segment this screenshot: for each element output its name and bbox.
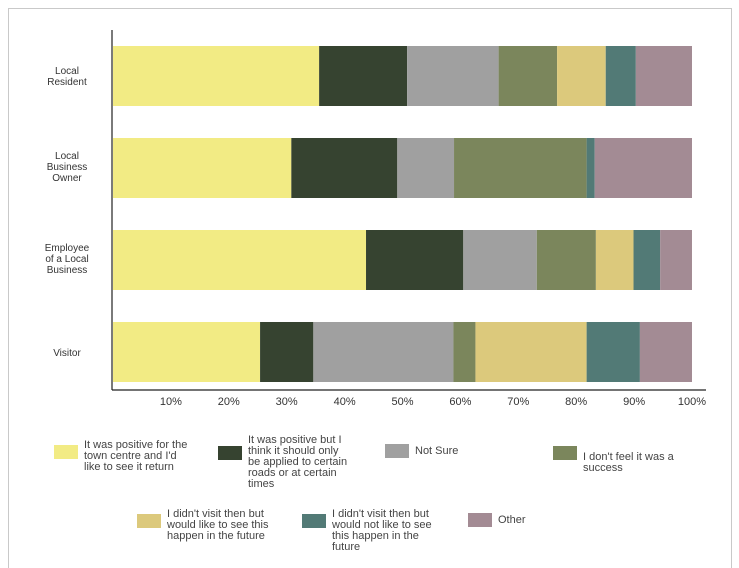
x-tick-label: 50% [391,396,414,408]
bar-segment [594,138,692,198]
bar-segment [557,46,606,106]
bar-segment [635,46,692,106]
bar-segment [660,230,692,290]
bar-segment [260,322,314,382]
category-label-local-resident: Local Resident [12,66,122,88]
legend-label: Not Sure [415,446,458,457]
legend-line: be applied to certain [248,456,348,468]
chart-frame [8,8,732,568]
legend-label: I didn't visit then but would not like t… [332,509,432,553]
bar-segment [454,138,587,198]
legend-line: roads or at certain [248,467,337,479]
legend-item-positive-certain-roads: It was positive but I think it should on… [218,435,347,490]
legend-line: this happen in the [332,530,419,542]
x-tick-label: 30% [275,396,298,408]
legend-swatch [218,446,242,460]
x-tick-label: 10% [159,396,182,408]
legend-line: Other [498,514,526,526]
bar-segment [498,46,558,106]
bar-segment [113,230,367,290]
legend-swatch [385,444,409,458]
legend-label: Other [498,515,526,526]
legend-item-not-success: I don't feel it was a success [553,446,674,474]
legend-line: I don't feel it was a [583,451,674,463]
bar-segment [586,322,640,382]
x-tick-label: 80% [565,396,588,408]
legend-item-would-not-like-future: I didn't visit then but would not like t… [302,509,432,553]
bar-segment [313,322,454,382]
legend-line: happen in the future [167,530,265,542]
legend-label: It was positive but I think it should on… [248,435,347,490]
bar-segment [639,322,692,382]
bar-segment [113,322,261,382]
bar-segment [586,138,595,198]
legend-line: Not Sure [415,445,459,457]
x-tick-label: 90% [623,396,646,408]
bar-segment [463,230,537,290]
bar-segment [113,46,320,106]
category-label-line: Employee [44,243,90,254]
x-tick-label: 100% [677,396,707,408]
bar-segment [475,322,587,382]
legend-line: I didn't visit then but [332,508,429,520]
category-label-line: Resident [47,77,87,88]
category-label-line: Local [55,151,79,162]
legend-line: future [332,541,361,553]
legend-line: times [248,478,275,490]
bar-segment [453,322,476,382]
bar-segment [407,46,499,106]
legend-label: It was positive for the town centre and … [84,440,187,473]
bar-segment [595,230,634,290]
x-tick-label: 70% [507,396,530,408]
bar-segment [536,230,596,290]
category-label-visitor: Visitor [12,348,122,359]
legend-line: would not like to see [332,519,432,531]
legend-line: like to see it return [84,461,174,473]
legend-swatch [137,514,161,528]
bar-segment [366,230,464,290]
legend-line: think it should only [248,445,339,457]
legend-line: I didn't visit then but [167,508,264,520]
x-tick-label: 20% [217,396,240,408]
category-label-line: Visitor [53,348,81,359]
legend-item-positive-return: It was positive for the town centre and … [54,440,187,473]
bar-segment [605,46,636,106]
legend-swatch [468,513,492,527]
legend-swatch [302,514,326,528]
legend-item-not-sure: Not Sure [385,444,458,458]
x-tick-label: 60% [449,396,472,408]
category-label-line: Business [46,265,88,276]
bar-segment [633,230,661,290]
category-label-line: Local [55,66,79,77]
x-tick-label: 40% [333,396,356,408]
category-label-line: of a Local [45,254,89,265]
category-label-line: Business [46,162,88,173]
bar-segment [319,46,408,106]
category-label-local-business-owner: Local Business Owner [12,151,122,184]
bar-segment [291,138,398,198]
bar-segment [397,138,455,198]
legend-line: would like to see this [167,519,269,531]
legend-line: It was positive but I [248,434,342,446]
category-label-line: Owner [52,173,82,184]
legend-swatch [553,446,577,460]
legend-item-would-like-future: I didn't visit then but would like to se… [137,509,269,542]
bars-group [113,46,692,382]
legend-swatch [54,445,78,459]
legend-line: success [583,462,623,474]
legend-label: I don't feel it was a success [583,452,674,474]
bar-segment [113,138,292,198]
category-label-employee: Employee of a Local Business [12,243,122,276]
legend-line: town centre and I'd [84,450,177,462]
legend-item-other: Other [468,513,526,527]
legend-line: It was positive for the [84,439,188,451]
legend-label: I didn't visit then but would like to se… [167,509,269,542]
